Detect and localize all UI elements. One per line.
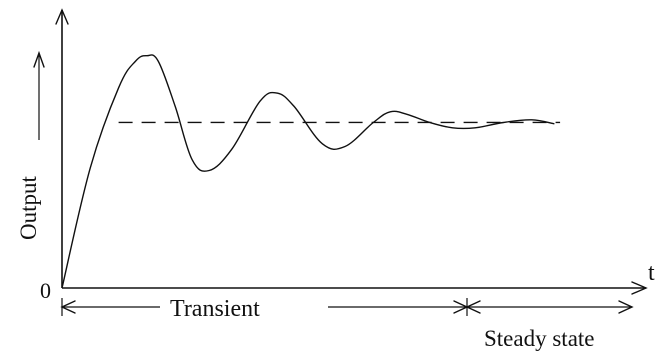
origin-label: 0 bbox=[40, 278, 51, 303]
y-axis-arrow bbox=[55, 8, 69, 25]
x-axis-arrow bbox=[631, 281, 648, 295]
x-axis-label: t bbox=[648, 260, 655, 286]
series-output-line bbox=[61, 54, 555, 289]
y-axis-label: Output bbox=[16, 176, 41, 241]
region-label-steady-state: Steady state bbox=[484, 326, 595, 351]
region-label-transient: Transient bbox=[170, 296, 260, 322]
y-label-arrow-head bbox=[33, 50, 45, 68]
steady-span-right-arrow bbox=[618, 300, 634, 314]
